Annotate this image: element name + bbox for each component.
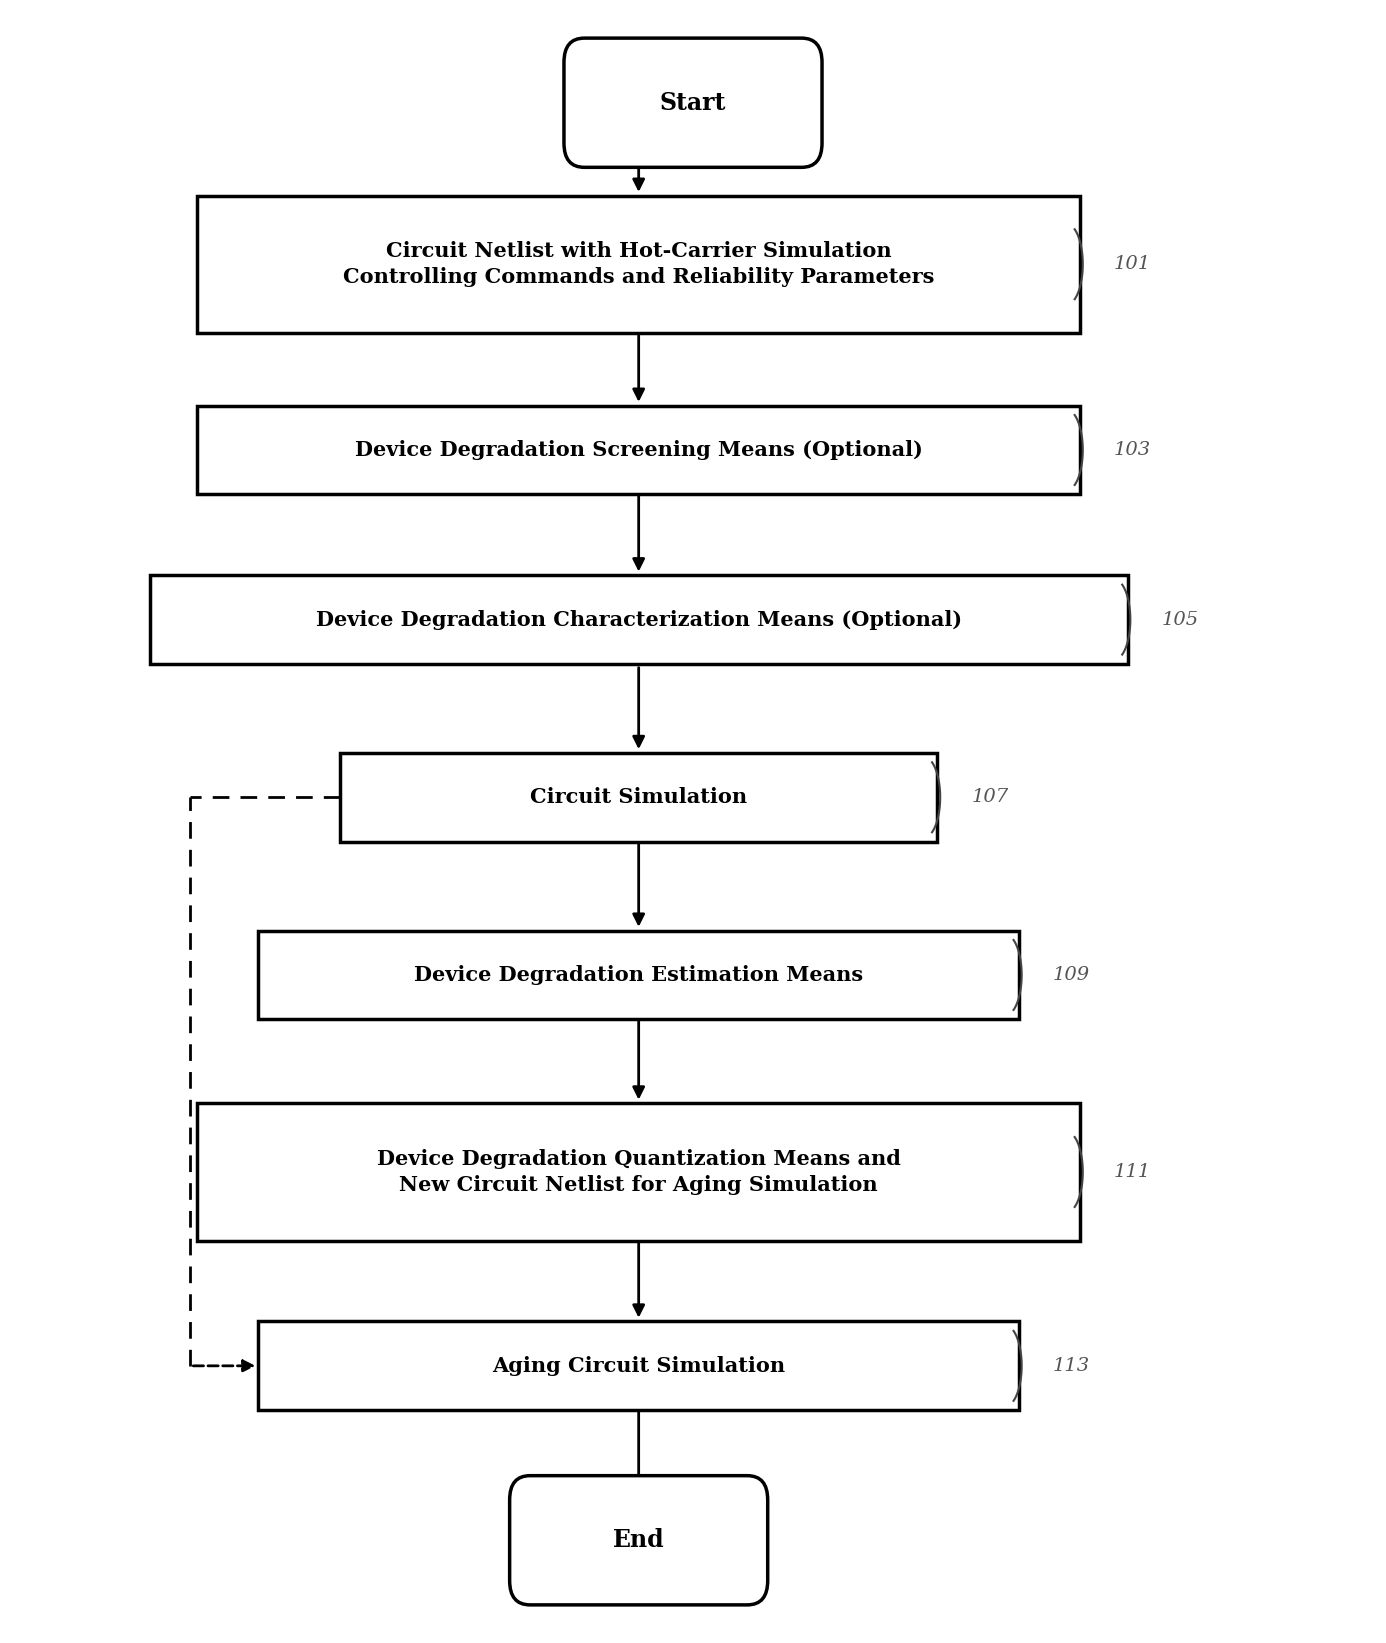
- Text: Circuit Netlist with Hot-Carrier Simulation
Controlling Commands and Reliability: Circuit Netlist with Hot-Carrier Simulat…: [342, 242, 934, 288]
- Text: 109: 109: [1053, 966, 1089, 984]
- Text: Circuit Simulation: Circuit Simulation: [529, 787, 747, 807]
- Bar: [197, 196, 1080, 334]
- FancyBboxPatch shape: [510, 1475, 768, 1605]
- Text: Device Degradation Screening Means (Optional): Device Degradation Screening Means (Opti…: [355, 440, 923, 460]
- FancyBboxPatch shape: [564, 38, 822, 168]
- Text: Device Degradation Characterization Means (Optional): Device Degradation Characterization Mean…: [316, 610, 962, 629]
- Text: End: End: [613, 1528, 664, 1553]
- Text: 107: 107: [972, 789, 1009, 807]
- Text: Device Degradation Estimation Means: Device Degradation Estimation Means: [414, 964, 863, 984]
- Bar: [197, 406, 1080, 495]
- Text: 101: 101: [1114, 255, 1152, 273]
- Bar: [197, 1104, 1080, 1240]
- Text: 113: 113: [1053, 1357, 1089, 1375]
- Text: Start: Start: [660, 90, 726, 115]
- Bar: [340, 752, 937, 841]
- Bar: [258, 930, 1019, 1019]
- Text: 103: 103: [1114, 440, 1152, 458]
- Bar: [258, 1321, 1019, 1410]
- Text: 111: 111: [1114, 1163, 1152, 1181]
- Text: Device Degradation Quantization Means and
New Circuit Netlist for Aging Simulati: Device Degradation Quantization Means an…: [377, 1148, 901, 1194]
- Bar: [150, 575, 1128, 664]
- Text: 105: 105: [1161, 611, 1199, 629]
- Text: Aging Circuit Simulation: Aging Circuit Simulation: [492, 1355, 786, 1375]
